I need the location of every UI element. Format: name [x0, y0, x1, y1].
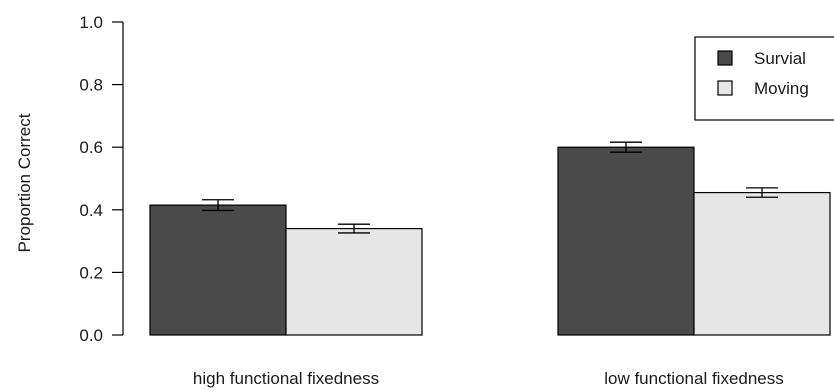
- y-tick-label: 0.4: [79, 201, 103, 220]
- bar-survial-high: [149, 204, 287, 336]
- category-label: high functional fixedness: [193, 369, 379, 388]
- legend-box: [694, 36, 834, 121]
- category-labels: high functional fixedness low functional …: [193, 369, 784, 388]
- legend-swatch: [717, 50, 733, 66]
- bars: [149, 146, 831, 336]
- y-tick-label: 0.8: [79, 76, 103, 95]
- error-bars: [202, 141, 778, 234]
- y-axis-title: Proportion Correct: [15, 113, 34, 252]
- y-axis: 0.0 0.2 0.4 0.6 0.8 1.0: [79, 13, 124, 345]
- legend-swatch: [717, 80, 733, 96]
- y-tick-label: 0.6: [79, 138, 103, 157]
- y-tick-label: 0.0: [79, 326, 103, 345]
- bar-survial-low: [557, 146, 695, 336]
- bar-moving-high: [285, 227, 423, 336]
- y-tick-label: 0.2: [79, 263, 103, 282]
- legend-label: Survial: [754, 49, 806, 68]
- legend-label: Moving: [754, 79, 809, 98]
- bar-moving-low: [693, 191, 831, 336]
- legend: Survial Moving: [694, 36, 834, 121]
- category-label: low functional fixedness: [604, 369, 784, 388]
- y-tick-label: 1.0: [79, 13, 103, 32]
